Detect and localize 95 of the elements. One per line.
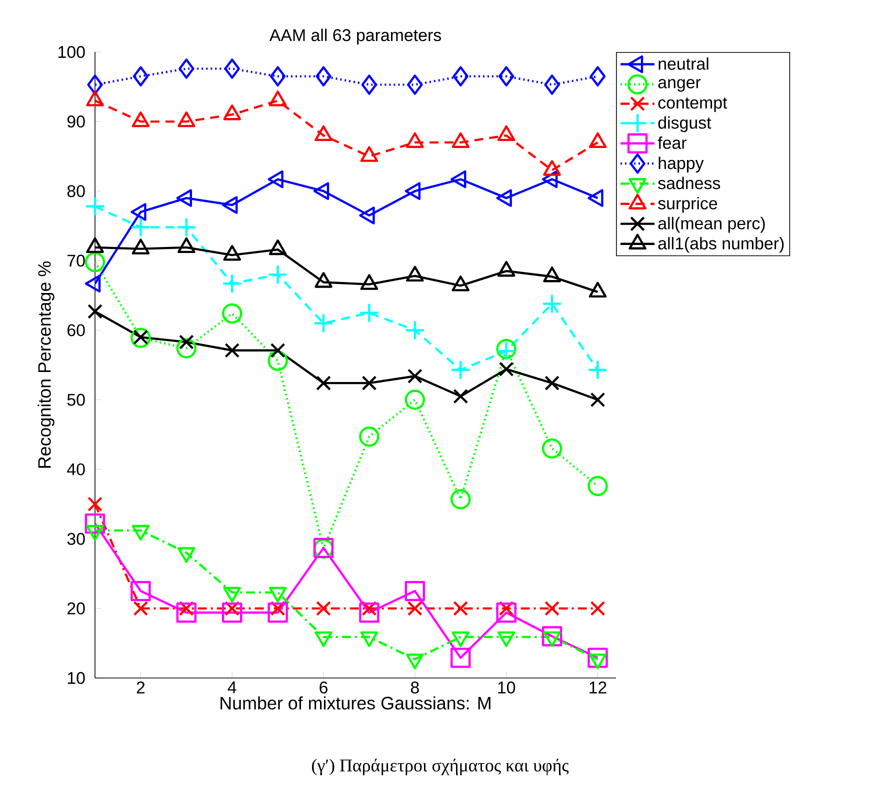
point bbox=[268, 264, 288, 285]
y-tick-label: 70 bbox=[68, 254, 85, 267]
point bbox=[450, 360, 471, 380]
point bbox=[542, 438, 562, 459]
point bbox=[362, 600, 377, 616]
x-tick-label: 10 bbox=[498, 682, 516, 694]
point bbox=[222, 602, 242, 623]
point bbox=[222, 303, 242, 324]
point bbox=[498, 362, 514, 377]
point bbox=[404, 580, 426, 602]
point bbox=[542, 626, 562, 646]
point bbox=[407, 74, 423, 95]
y-tick-label: 40 bbox=[67, 463, 85, 476]
y-axis-title: Recogniton Percentage % bbox=[38, 261, 54, 468]
point bbox=[133, 600, 148, 616]
point bbox=[498, 600, 514, 616]
point bbox=[224, 342, 240, 358]
legend-label: fear bbox=[658, 136, 687, 149]
y-tick-label: 20 bbox=[68, 602, 85, 614]
y-tick-label: 90 bbox=[67, 116, 85, 128]
point bbox=[176, 338, 197, 358]
y-tick-label: 10 bbox=[68, 672, 85, 684]
y-tick-label: 60 bbox=[68, 324, 85, 336]
legend-label: anger bbox=[658, 79, 701, 92]
chart-title: AAM all 63 parameters bbox=[269, 28, 441, 44]
point bbox=[176, 602, 197, 623]
point bbox=[588, 360, 608, 380]
point bbox=[359, 426, 380, 447]
point bbox=[176, 217, 197, 238]
point bbox=[588, 476, 608, 496]
point bbox=[407, 368, 422, 384]
legend-label: surprice bbox=[658, 196, 718, 213]
point bbox=[590, 66, 606, 86]
legend-label: happy bbox=[658, 156, 704, 172]
point bbox=[359, 602, 380, 623]
x-tick-label: 8 bbox=[410, 682, 419, 694]
y-tick-label: 50 bbox=[67, 394, 85, 406]
y-tick-label: 100 bbox=[58, 46, 85, 58]
point bbox=[87, 74, 103, 95]
point bbox=[450, 489, 471, 510]
point bbox=[84, 513, 106, 534]
point bbox=[316, 66, 332, 86]
y-tick-label: 30 bbox=[67, 532, 85, 545]
point bbox=[496, 602, 516, 623]
point bbox=[544, 376, 560, 391]
legend-label: all(mean perc) bbox=[658, 216, 765, 233]
point bbox=[316, 600, 331, 616]
point bbox=[268, 350, 288, 371]
legend-label: neutral bbox=[658, 57, 708, 70]
point bbox=[404, 390, 426, 410]
point bbox=[222, 274, 242, 294]
point bbox=[450, 648, 471, 668]
point bbox=[588, 648, 608, 668]
point bbox=[88, 304, 102, 319]
point bbox=[404, 320, 426, 340]
point bbox=[270, 342, 286, 358]
point bbox=[224, 58, 240, 79]
y-tick-label: 80 bbox=[67, 185, 85, 198]
legend-label: contempt bbox=[658, 98, 728, 112]
point bbox=[452, 66, 468, 86]
point bbox=[178, 600, 194, 616]
x-tick-label: 4 bbox=[228, 682, 236, 694]
point bbox=[313, 313, 334, 334]
point bbox=[407, 600, 422, 616]
legend-label: all1(abs number) bbox=[658, 237, 784, 253]
x-tick-label: 6 bbox=[320, 682, 328, 694]
legend-label: disgust bbox=[658, 116, 712, 132]
point bbox=[178, 58, 194, 79]
point bbox=[88, 496, 102, 512]
point bbox=[362, 376, 377, 391]
point bbox=[542, 294, 562, 314]
point bbox=[590, 392, 606, 408]
point bbox=[132, 66, 149, 86]
point bbox=[316, 376, 331, 391]
point bbox=[498, 66, 514, 86]
text: (γ′) Παράμετροι σχήματος και υφής bbox=[312, 758, 569, 776]
point bbox=[453, 388, 468, 404]
point bbox=[130, 217, 151, 238]
x-axis-title: Number of mixtures Gaussians: M bbox=[220, 696, 490, 710]
point bbox=[130, 580, 151, 602]
point bbox=[590, 600, 606, 616]
point bbox=[544, 74, 560, 95]
point bbox=[453, 600, 468, 616]
point bbox=[359, 302, 380, 323]
point bbox=[224, 600, 240, 616]
point bbox=[84, 196, 106, 217]
point bbox=[268, 602, 288, 623]
legend-label: sadness bbox=[658, 176, 720, 190]
x-tick-label: 2 bbox=[136, 682, 145, 694]
point bbox=[544, 600, 560, 616]
point bbox=[361, 74, 378, 95]
point bbox=[270, 66, 286, 86]
point bbox=[84, 252, 106, 272]
point bbox=[270, 600, 286, 616]
x-tick-label: 12 bbox=[590, 682, 606, 694]
